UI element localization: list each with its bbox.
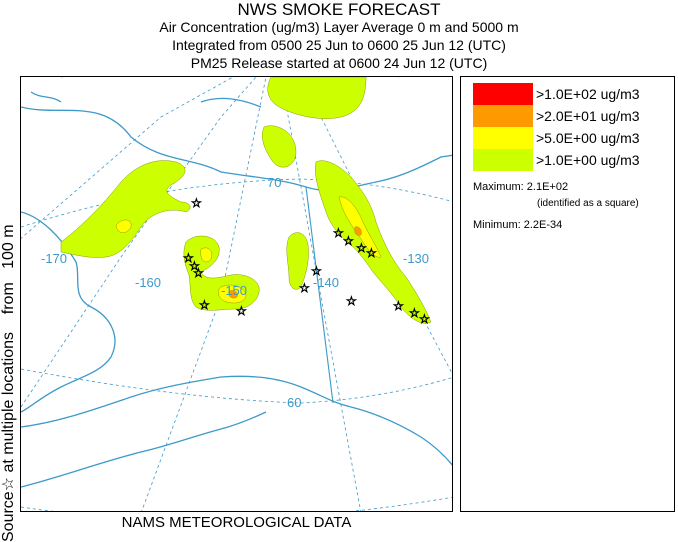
source-star-icon: ☆	[299, 281, 310, 295]
plume-east-hot	[354, 226, 362, 236]
legend-item: >5.0E+00 ug/m3	[473, 127, 673, 149]
source-star-icon: ☆	[236, 304, 247, 318]
coast-north	[21, 106, 452, 192]
source-star-icon: ☆	[366, 246, 377, 260]
source-label-text: Source	[0, 491, 17, 542]
forecast-subtitle-release: PM25 Release started at 0600 24 Jun 12 (…	[190, 55, 488, 71]
source-star-icon: ☆	[0, 476, 17, 492]
plume-mid	[286, 232, 309, 290]
legend-label: >1.0E+02 ug/m3	[536, 86, 640, 102]
plume-north	[267, 77, 367, 119]
coast-island-2	[200, 97, 262, 108]
source-star-icon: ☆	[193, 266, 204, 280]
plume-northeast	[262, 125, 297, 168]
latitude-line-50	[21, 496, 452, 511]
source-star-icon: ☆	[409, 306, 420, 320]
source-star-icon: ☆	[346, 294, 357, 308]
smoke-plumes	[60, 77, 432, 324]
source-stars: ☆ ☆ ☆ ☆ ☆ ☆ ☆ ☆ ☆ ☆ ☆ ☆ ☆ ☆ ☆ ☆	[183, 196, 431, 327]
longitude-label-170: -170	[41, 251, 67, 266]
longitude-line-170	[21, 77, 234, 239]
source-star-icon: ☆	[199, 298, 210, 312]
longitude-label-160: -160	[135, 275, 161, 290]
longitude-label-150: -150	[221, 283, 247, 298]
plume-west-core	[115, 219, 132, 233]
border-line	[305, 186, 334, 404]
legend-label: >2.0E+01 ug/m3	[536, 108, 640, 124]
source-location-label: Source☆ at multiple locations from 100 m	[0, 42, 18, 542]
source-star-icon: ☆	[189, 259, 200, 273]
coast-peninsula	[21, 411, 267, 488]
map-panel: ☆ ☆ ☆ ☆ ☆ ☆ ☆ ☆ ☆ ☆ ☆ ☆ ☆ ☆ ☆ ☆ -170 -16…	[20, 76, 453, 512]
legend-label: >5.0E+00 ug/m3	[536, 130, 640, 146]
source-star-icon: ☆	[183, 251, 194, 265]
plume-west	[60, 160, 191, 258]
source-label-mid: at multiple locations	[0, 327, 17, 477]
smoke-map: ☆ ☆ ☆ ☆ ☆ ☆ ☆ ☆ ☆ ☆ ☆ ☆ ☆ ☆ ☆ ☆ -170 -16…	[21, 77, 452, 511]
legend-item: >1.0E+00 ug/m3	[473, 149, 673, 171]
plume-central-hot	[228, 290, 238, 299]
plume-east-core	[338, 196, 382, 258]
legend-label: >1.0E+00 ug/m3	[536, 152, 640, 168]
legend-swatch	[473, 149, 533, 171]
longitude-label-140: -140	[313, 275, 339, 290]
forecast-subtitle-layer: Air Concentration (ug/m3) Layer Average …	[159, 19, 519, 35]
source-star-icon: ☆	[333, 226, 344, 240]
data-source-footer: NAMS METEOROLOGICAL DATA	[121, 514, 352, 531]
latitude-label-60: 60	[287, 395, 301, 410]
coast-south	[21, 375, 452, 466]
source-star-icon: ☆	[356, 241, 367, 255]
forecast-subtitle-integration: Integrated from 0500 25 Jun to 0600 25 J…	[172, 37, 506, 53]
legend-swatch	[473, 105, 533, 127]
minimum-label: Minimum: 2.2E-34	[473, 219, 563, 231]
source-star-icon: ☆	[191, 196, 202, 210]
latitude-line-70	[21, 178, 452, 228]
source-star-icon: ☆	[343, 234, 354, 248]
source-star-icon: ☆	[393, 299, 404, 313]
legend-panel: >1.0E+02 ug/m3 >2.0E+01 ug/m3 >5.0E+00 u…	[460, 76, 675, 512]
longitude-line-160	[21, 77, 257, 408]
coast-island-1	[30, 91, 62, 103]
legend-swatch	[473, 83, 533, 105]
plume-central-core	[200, 247, 247, 304]
maximum-note: (identified as a square)	[537, 198, 639, 209]
legend-swatch	[473, 127, 533, 149]
latitude-line-60	[21, 368, 452, 404]
latitude-label-70: 70	[267, 175, 281, 190]
longitude-line-130	[300, 77, 452, 375]
source-height-label: from 100 m	[0, 224, 17, 328]
source-star-icon: ☆	[419, 312, 430, 326]
maximum-label: Maximum: 2.1E+02	[473, 181, 569, 193]
longitude-label-130: -130	[403, 251, 429, 266]
legend-item: >1.0E+02 ug/m3	[473, 83, 673, 105]
legend-item: >2.0E+01 ug/m3	[473, 105, 673, 127]
source-star-icon: ☆	[311, 264, 322, 278]
forecast-title: NWS SMOKE FORECAST	[237, 0, 441, 19]
